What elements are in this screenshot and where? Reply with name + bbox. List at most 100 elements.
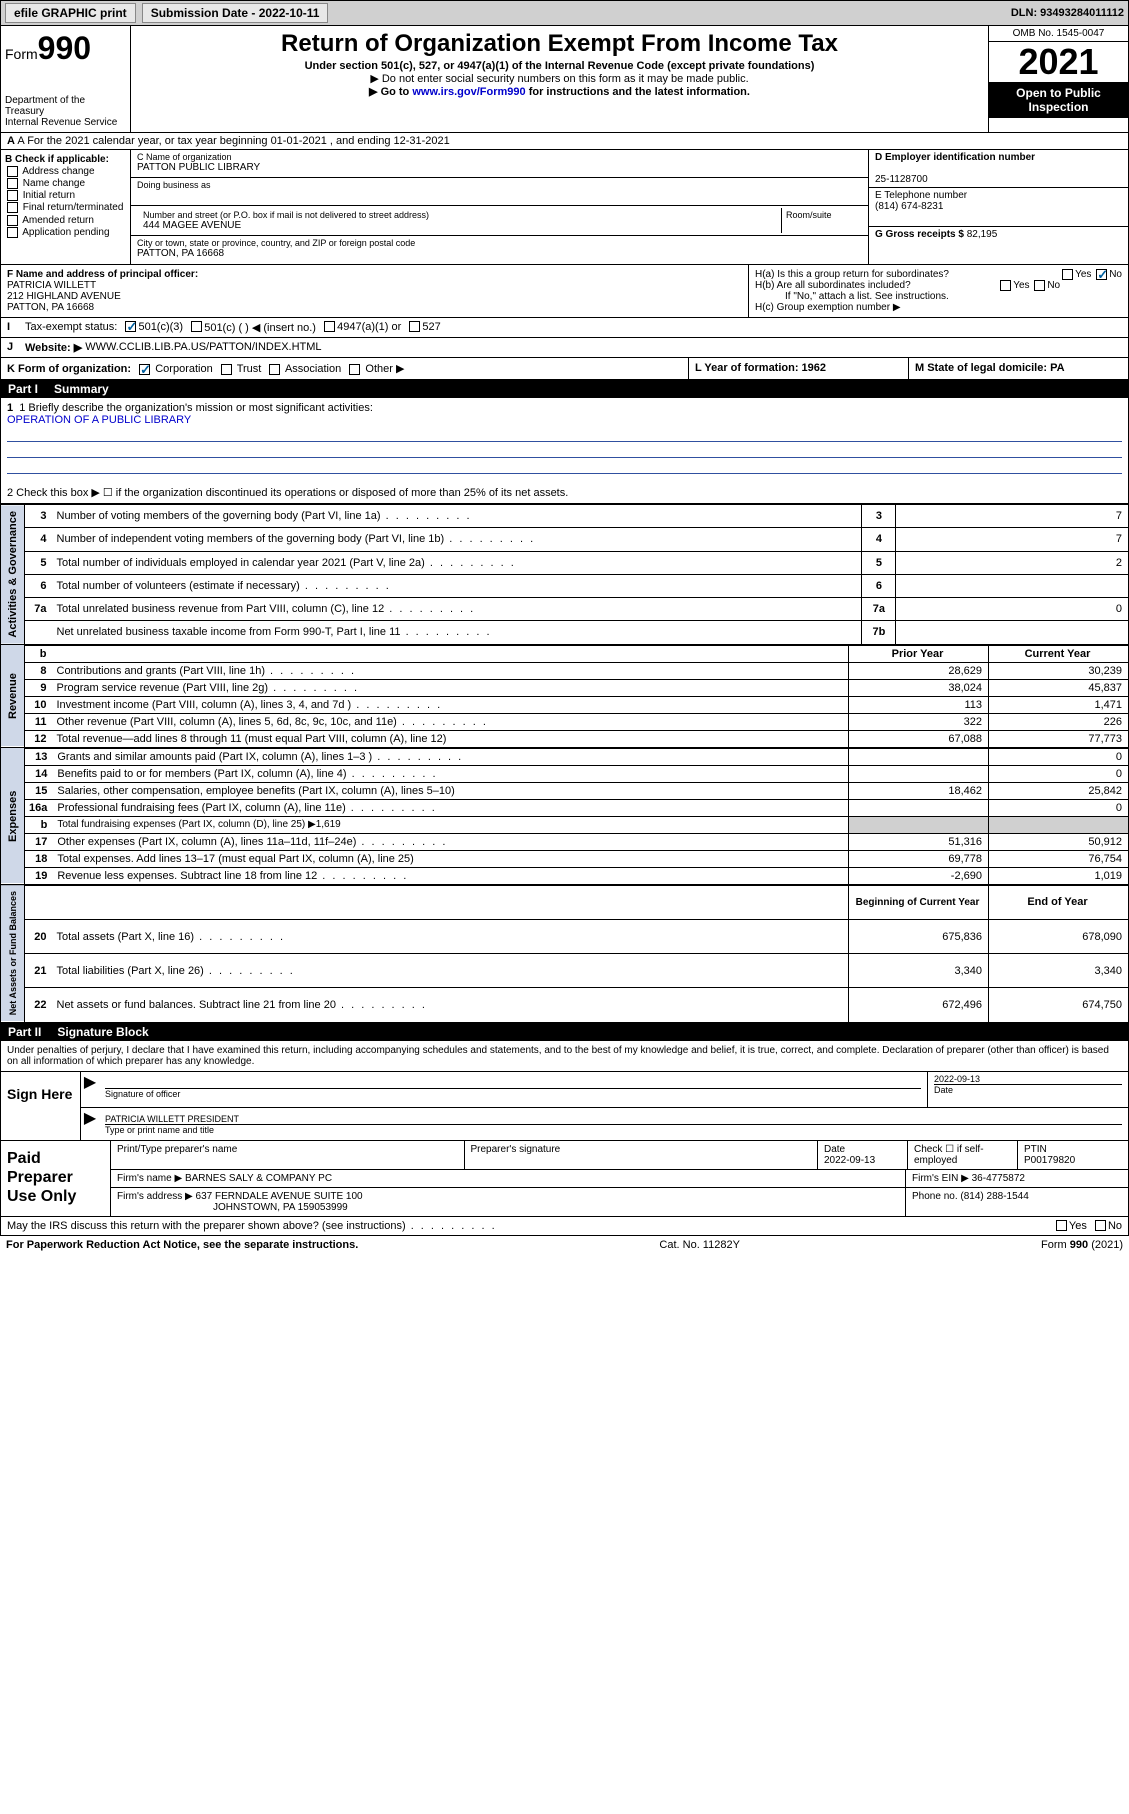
prep-date-value: 2022-09-13 <box>824 1155 875 1166</box>
chk-name-change[interactable]: Name change <box>5 178 126 189</box>
val: 7 <box>896 505 1129 528</box>
desc: Other expenses (Part IX, column (A), lin… <box>53 833 848 850</box>
ln: 8 <box>25 662 53 679</box>
phone-value: (814) 674-8231 <box>875 201 943 212</box>
firm-addr1: 637 FERNDALE AVENUE SUITE 100 <box>196 1191 363 1202</box>
curr: 0 <box>989 799 1129 816</box>
ln <box>25 621 53 644</box>
row-i-tax-status: I Tax-exempt status: 501(c)(3) 501(c) ( … <box>0 318 1129 338</box>
tax-status-label: Tax-exempt status: <box>25 321 117 334</box>
desc: Program service revenue (Part VIII, line… <box>53 679 849 696</box>
chk-amended[interactable]: Amended return <box>5 215 126 226</box>
row-klm: K Form of organization: Corporation Trus… <box>0 358 1129 380</box>
desc: Net unrelated business taxable income fr… <box>53 621 862 644</box>
firm-name-value: BARNES SALY & COMPANY PC <box>185 1173 332 1184</box>
prep-name-hdr: Print/Type preparer's name <box>111 1141 465 1169</box>
chk-trust[interactable] <box>221 364 232 375</box>
desc: Total liabilities (Part X, line 26) <box>53 954 849 988</box>
val: 2 <box>896 551 1129 574</box>
uline <box>7 428 1122 442</box>
prep-selfemp-cell: Check ☐ if self-employed <box>908 1141 1018 1169</box>
ha-no[interactable] <box>1096 269 1107 280</box>
cell-street: Number and street (or P.O. box if mail i… <box>131 206 868 236</box>
opt-text: Initial return <box>23 190 75 201</box>
ln: 22 <box>25 988 53 1022</box>
prior: 113 <box>849 696 989 713</box>
chk-initial-return[interactable]: Initial return <box>5 190 126 201</box>
curr: 76,754 <box>989 850 1129 867</box>
side-governance: Activities & Governance <box>1 505 25 645</box>
hb-yes[interactable] <box>1000 280 1011 291</box>
chk-corp[interactable] <box>139 364 150 375</box>
row-a-tax-year: A A For the 2021 calendar year, or tax y… <box>0 133 1129 150</box>
desc: Total revenue—add lines 8 through 11 (mu… <box>53 730 849 747</box>
chk-final-return[interactable]: Final return/terminated <box>5 202 126 213</box>
hb-no[interactable] <box>1034 280 1045 291</box>
governance-table: Activities & Governance 3 Number of voti… <box>0 504 1129 645</box>
city-value: PATTON, PA 16668 <box>137 248 862 259</box>
firm-ein-value: 36-4775872 <box>972 1173 1025 1184</box>
type-label: Type or print name and title <box>105 1124 1122 1135</box>
officer-addr2: PATTON, PA 16668 <box>7 302 94 313</box>
num: 7a <box>862 598 896 621</box>
ln: 5 <box>25 551 53 574</box>
chk-app-pending[interactable]: Application pending <box>5 227 126 238</box>
dln-value: 93493284011112 <box>1040 7 1124 19</box>
prior: 28,629 <box>849 662 989 679</box>
end-hdr: End of Year <box>989 885 1129 919</box>
chk-527[interactable] <box>409 321 420 332</box>
sig-date-value: 2022-09-13 <box>934 1074 1122 1084</box>
line1-mission: 1 1 Briefly describe the organization's … <box>0 398 1129 504</box>
prior: -2,690 <box>849 867 989 884</box>
line2-text: 2 Check this box ▶ ☐ if the organization… <box>7 487 568 499</box>
opt-4947: 4947(a)(1) or <box>337 321 401 334</box>
desc: Number of voting members of the governin… <box>53 505 862 528</box>
curr: 0 <box>989 748 1129 765</box>
curr: 1,019 <box>989 867 1129 884</box>
opt-text: Address change <box>22 166 94 177</box>
ha-yes[interactable] <box>1062 269 1073 280</box>
sig-officer-cell: Signature of officer <box>99 1072 928 1107</box>
discuss-yes[interactable] <box>1056 1220 1067 1231</box>
begin: 675,836 <box>849 919 989 953</box>
ln: 11 <box>25 713 53 730</box>
efile-topbar: efile GRAPHIC print Submission Date - 20… <box>0 0 1129 26</box>
cell-city: City or town, state or province, country… <box>131 236 868 264</box>
chk-501c3[interactable] <box>125 321 136 332</box>
firm-ein-cell: Firm's EIN ▶ 36-4775872 <box>906 1170 1128 1187</box>
chk-501c[interactable] <box>191 321 202 332</box>
officer-name: PATRICIA WILLETT <box>7 280 96 291</box>
form-prefix: Form <box>5 46 38 62</box>
chk-address-change[interactable]: Address change <box>5 166 126 177</box>
chk-assoc[interactable] <box>269 364 280 375</box>
irs-link[interactable]: www.irs.gov/Form990 <box>412 86 525 98</box>
col-c-org-info: C Name of organization PATTON PUBLIC LIB… <box>131 150 868 264</box>
submission-date-button[interactable]: Submission Date - 2022-10-11 <box>142 3 329 23</box>
prior: 51,316 <box>849 833 989 850</box>
opt-text: Name change <box>23 178 85 189</box>
discuss-no[interactable] <box>1095 1220 1106 1231</box>
desc: Investment income (Part VIII, column (A)… <box>53 696 849 713</box>
prep-date-cell: Date 2022-09-13 <box>818 1141 908 1169</box>
chk-other[interactable] <box>349 364 360 375</box>
mission-text[interactable]: OPERATION OF A PUBLIC LIBRARY <box>7 414 191 426</box>
begin-hdr: Beginning of Current Year <box>849 885 989 919</box>
desc: Professional fundraising fees (Part IX, … <box>53 799 848 816</box>
ln: 9 <box>25 679 53 696</box>
org-name: PATTON PUBLIC LIBRARY <box>137 162 862 173</box>
desc: Total assets (Part X, line 16) <box>53 919 849 953</box>
principal-officer: F Name and address of principal officer:… <box>1 265 748 317</box>
prior <box>849 765 989 782</box>
desc: Grants and similar amounts paid (Part IX… <box>53 748 848 765</box>
chk-4947[interactable] <box>324 321 335 332</box>
b-label: b <box>25 645 53 662</box>
netassets-table: Net Assets or Fund Balances Beginning of… <box>0 885 1129 1023</box>
val: 7 <box>896 528 1129 551</box>
prior <box>849 748 989 765</box>
website-url: WWW.CCLIB.LIB.PA.US/PATTON/INDEX.HTML <box>85 341 321 354</box>
efile-print-button[interactable]: efile GRAPHIC print <box>5 3 136 23</box>
begin: 3,340 <box>849 954 989 988</box>
desc: Net assets or fund balances. Subtract li… <box>53 988 849 1022</box>
block-bcd: B Check if applicable: Address change Na… <box>0 150 1129 265</box>
subtitle-3: ▶ Go to www.irs.gov/Form990 for instruct… <box>139 85 980 98</box>
